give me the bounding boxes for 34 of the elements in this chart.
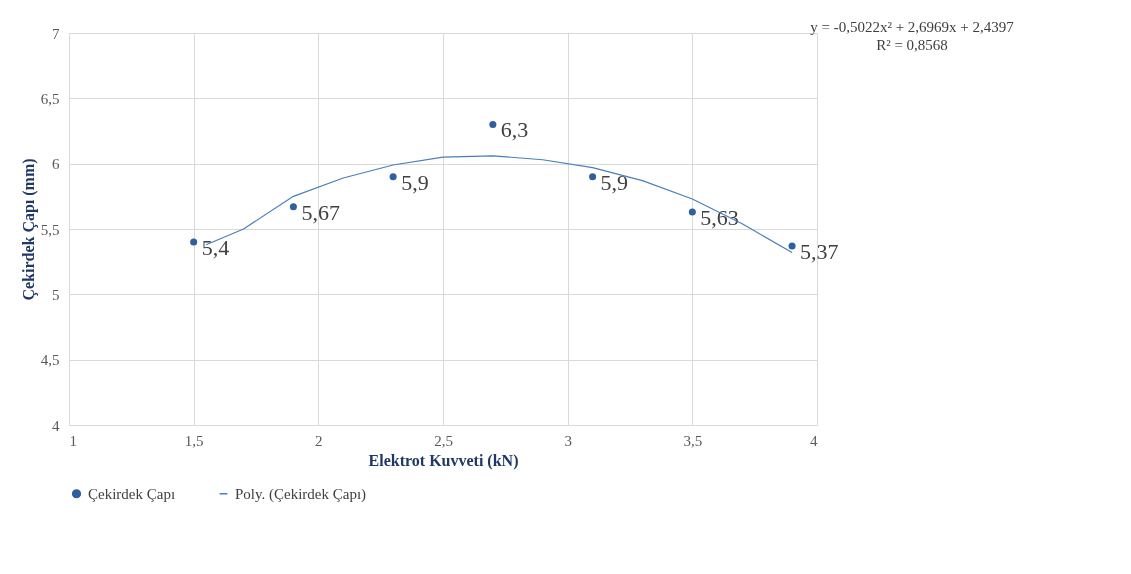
point [589,173,597,181]
data-label: 5,67 [301,199,340,225]
x-tick-label: 2 [315,432,323,449]
point [190,238,198,246]
y-tick-label: 6,5 [40,90,60,107]
data-label: 5,37 [800,238,839,264]
y-tick-label: 5,5 [40,221,60,238]
x-tick-label: 3 [564,432,572,449]
point [788,242,796,250]
legend-label: Poly. (Çekirdek Çapı) [235,485,367,503]
x-tick-label: 1,5 [184,432,204,449]
point [688,208,696,216]
y-tick-label: 4,5 [40,352,60,369]
point [389,173,397,181]
data-label: 6,3 [500,117,529,143]
data-label: 5,63 [700,205,739,231]
x-tick-label: 2,5 [434,432,453,449]
point [489,120,497,128]
y-axis-title: Çekirdek Çapı (mm) [19,158,38,301]
x-axis-title: Elektrot Kuvveti (kN) [368,451,519,470]
x-tick-label: 3,5 [683,432,703,449]
x-tick-label: 1 [69,432,77,449]
y-tick-label: 5 [52,286,60,303]
y-tick-label: 7 [52,25,60,42]
y-tick-label: 6 [52,156,60,173]
x-tick-label: 4 [810,432,818,449]
data-label: 5,4 [201,235,230,261]
legend-label: Çekirdek Çapı [88,485,176,502]
text: R² = 0,8568 [876,37,948,53]
point [289,203,297,211]
annotation: y = -0,5022x² + 2,6969x + 2,4397 [810,19,1015,35]
data-label: 5,9 [401,169,429,195]
data-label: 5,9 [600,169,629,195]
y-tick-label: 4 [52,417,60,434]
